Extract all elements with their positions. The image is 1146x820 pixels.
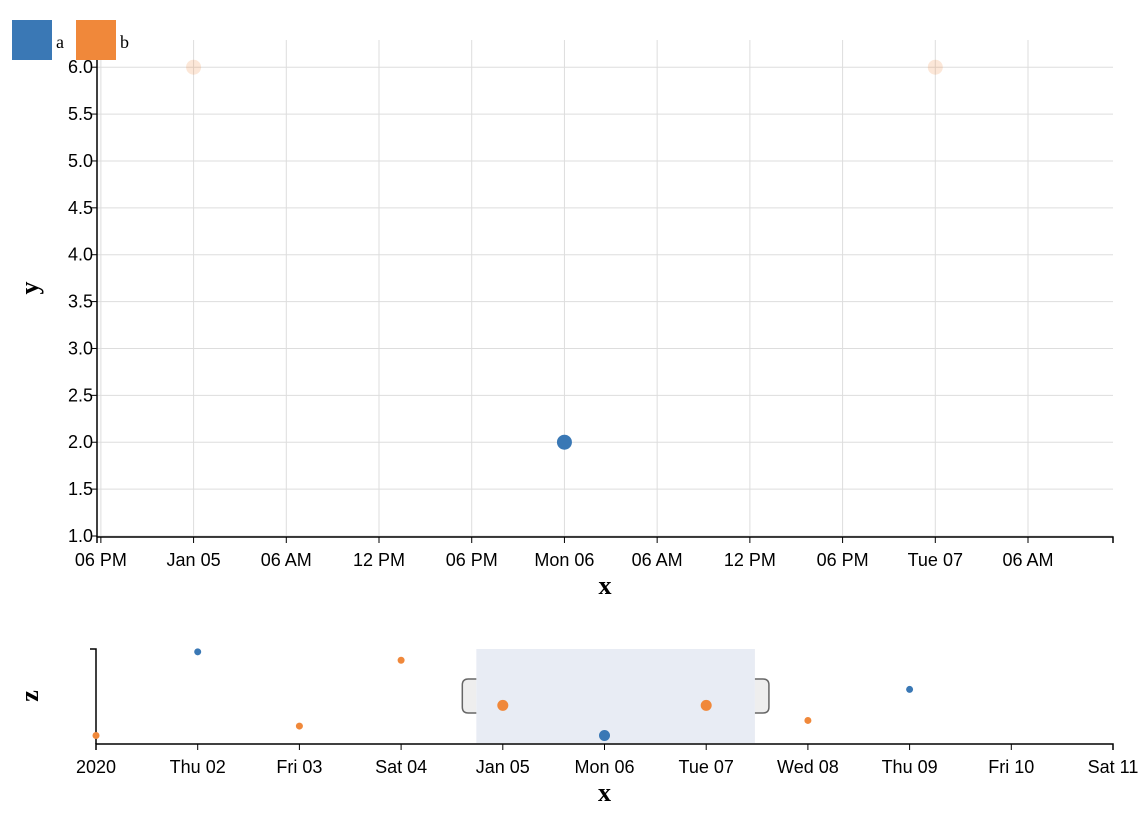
x-tick-label: Tue 07 <box>908 550 963 570</box>
x-tick-label: 06 PM <box>446 550 498 570</box>
x-axis <box>96 536 1114 543</box>
brush-handle[interactable] <box>754 678 770 714</box>
y-tick-label: 1.0 <box>68 526 93 546</box>
x-tick-label: Tue 07 <box>679 757 734 777</box>
x-tick-label: Fri 03 <box>276 757 322 777</box>
y-tick-label: 3.0 <box>68 338 93 358</box>
y-tick-label: 4.0 <box>68 245 93 265</box>
y-tick-label: 6.0 <box>68 57 93 77</box>
x-axis-title: x <box>598 778 611 807</box>
y-axis-title: z <box>15 690 44 702</box>
y-tick-label: 5.0 <box>68 151 93 171</box>
x-tick-label: Mon 06 <box>574 757 634 777</box>
x-tick-label: Thu 02 <box>170 757 226 777</box>
point <box>186 59 202 75</box>
point <box>92 731 100 739</box>
x-tick-label: 06 AM <box>261 550 312 570</box>
x-tick-label: 12 PM <box>353 550 405 570</box>
y-tick-label: 4.5 <box>68 198 93 218</box>
y-axis <box>90 648 97 744</box>
y-tick-label: 3.5 <box>68 292 93 312</box>
x-axis-title: x <box>599 571 612 600</box>
brush-handle[interactable] <box>461 678 477 714</box>
x-tick-label: 06 AM <box>632 550 683 570</box>
legend-label[interactable]: a <box>56 32 64 52</box>
point <box>804 716 812 724</box>
x-tick-label: Fri 10 <box>988 757 1034 777</box>
point <box>497 699 509 711</box>
legend-label[interactable]: b <box>120 32 129 52</box>
y-tick-label: 2.0 <box>68 432 93 452</box>
x-axis <box>95 743 1114 750</box>
x-tick-label: Sat 11 <box>1088 757 1139 777</box>
x-tick-label: 06 AM <box>1002 550 1053 570</box>
x-tick-label: 06 PM <box>817 550 869 570</box>
legend-swatch[interactable] <box>76 20 116 60</box>
y-tick-label: 2.5 <box>68 385 93 405</box>
x-tick-label: 2020 <box>76 757 116 777</box>
point <box>599 729 610 741</box>
x-tick-label: Mon 06 <box>534 550 594 570</box>
point <box>194 648 202 656</box>
x-tick-label: Thu 09 <box>882 757 938 777</box>
point <box>397 656 405 664</box>
y-tick-label: 5.5 <box>68 104 93 124</box>
x-tick-label: Jan 05 <box>167 550 221 570</box>
point <box>556 434 572 450</box>
x-tick-label: 06 PM <box>75 550 127 570</box>
brush-selection <box>476 649 755 743</box>
x-tick-label: Sat 04 <box>375 757 427 777</box>
point <box>295 722 303 730</box>
y-axis-title: y <box>15 282 44 295</box>
x-tick-label: Jan 05 <box>476 757 530 777</box>
point <box>927 59 943 75</box>
x-tick-label: Wed 08 <box>777 757 839 777</box>
point <box>906 685 914 693</box>
legend-swatch[interactable] <box>12 20 52 60</box>
y-tick-label: 1.5 <box>68 479 93 499</box>
x-tick-label: 12 PM <box>724 550 776 570</box>
point <box>700 699 712 711</box>
